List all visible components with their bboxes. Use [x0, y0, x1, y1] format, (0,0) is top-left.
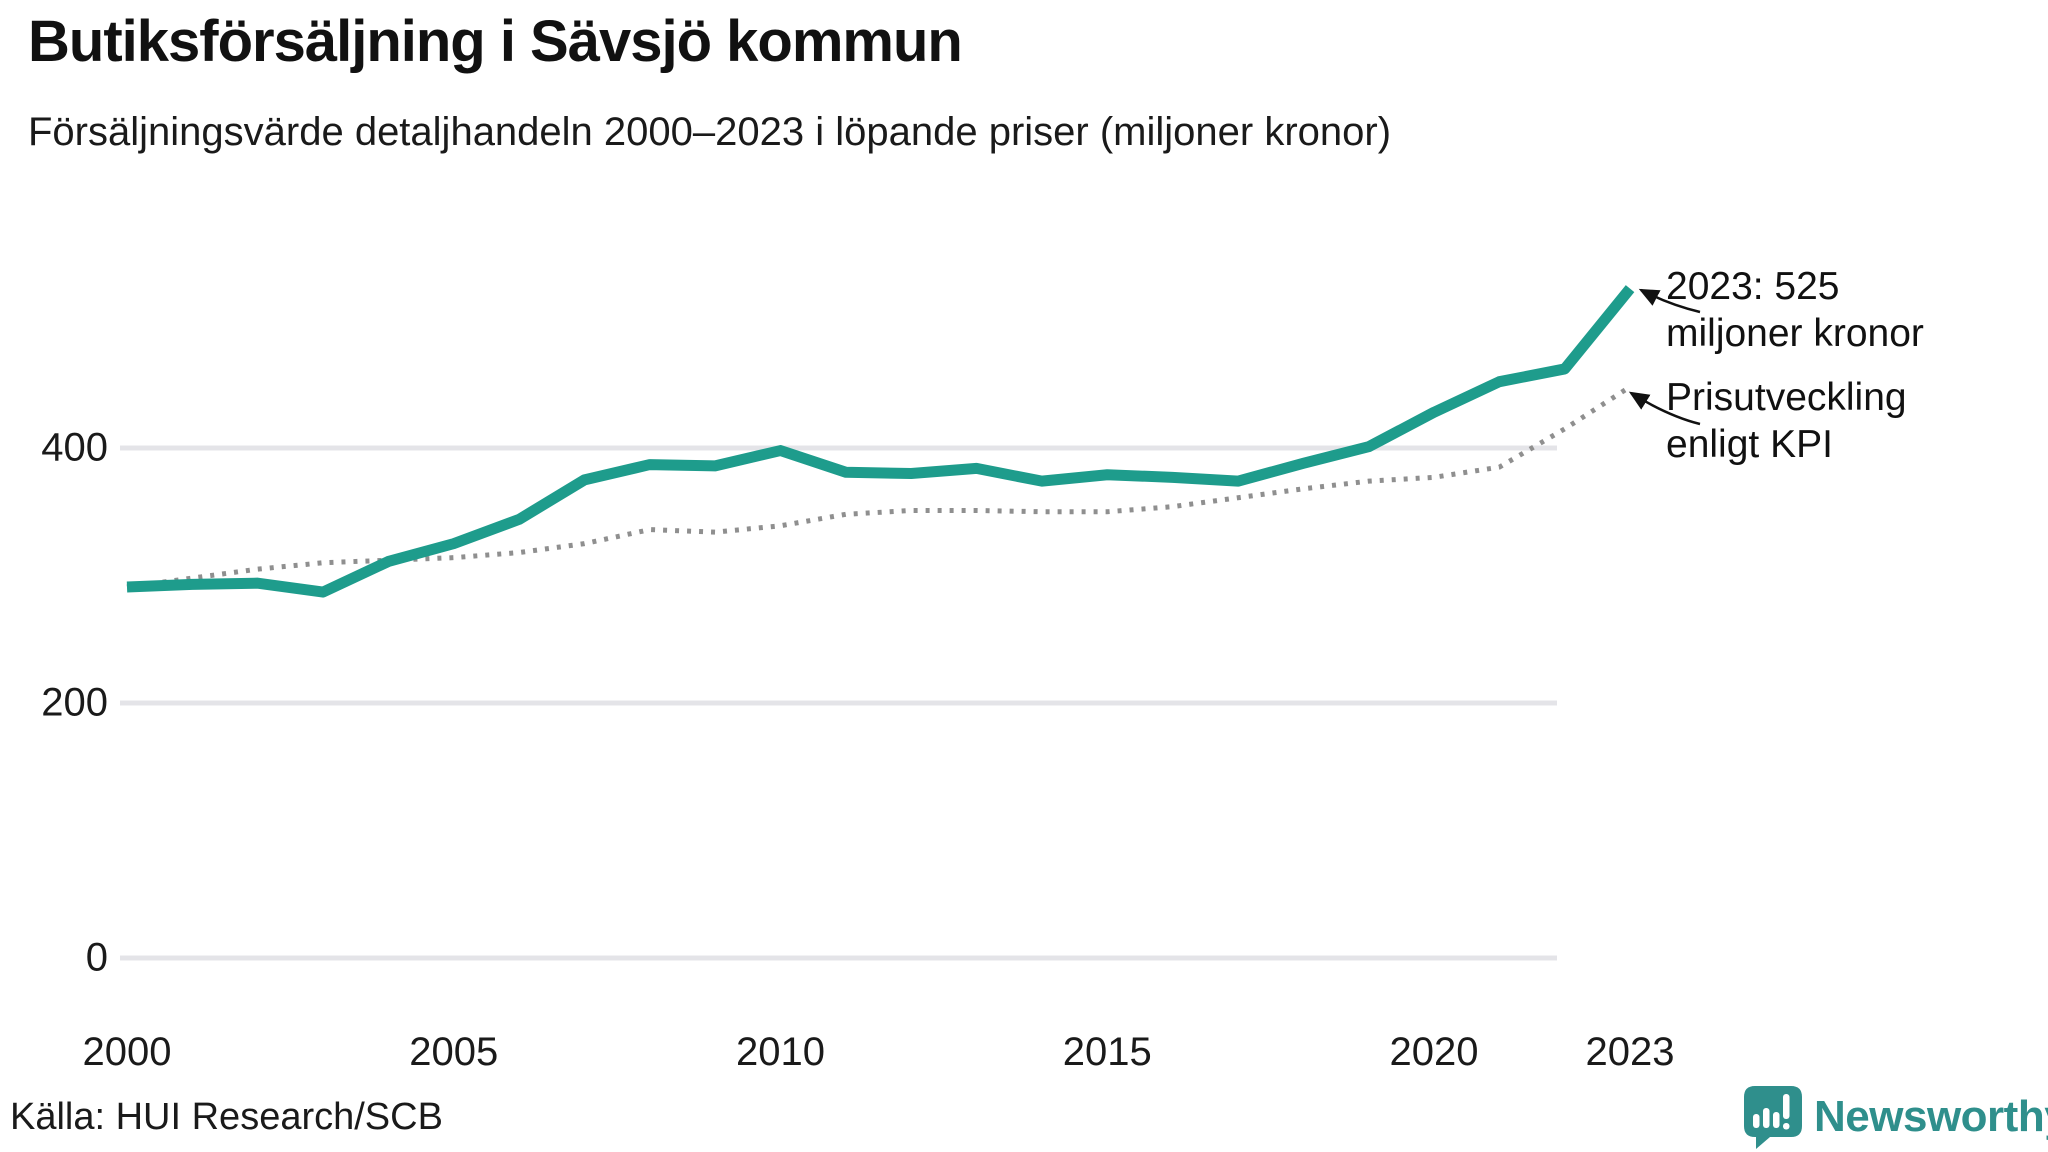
annotation-kpi-line1: Prisutveckling: [1666, 376, 1907, 419]
x-axis-tick-2005: 2005: [409, 1030, 499, 1074]
source-note: Källa: HUI Research/SCB: [10, 1096, 443, 1138]
x-axis-tick-2023: 2023: [1585, 1030, 1675, 1074]
annotation-arrow-kpi: [1628, 391, 1701, 426]
x-axis-tick-2020: 2020: [1389, 1030, 1479, 1074]
x-axis-tick-2010: 2010: [736, 1030, 825, 1074]
y-axis-tick-0: 0: [85, 935, 108, 980]
annotation-kpi-label: Prisutveckling enligt KPI: [1666, 374, 1907, 468]
newsworthy-logo-text: Newsworthy: [1814, 1092, 2048, 1141]
sales-line: [126, 285, 1635, 598]
kpi-dotted-line: [126, 384, 1632, 590]
y-axis-tick-400: 400: [41, 425, 108, 470]
annotation-latest-line1: 2023: 525: [1666, 265, 1840, 308]
annotation-latest-line2: miljoner kronor: [1666, 312, 1924, 355]
annotation-arrow-latest: [1638, 288, 1701, 314]
newsworthy-speech-bubble-icon: [1744, 1086, 1802, 1149]
annotation-latest-value: 2023: 525 miljoner kronor: [1666, 263, 1924, 357]
chart-subtitle: Försäljningsvärde detaljhandeln 2000–202…: [28, 110, 1392, 154]
y-axis-tick-200: 200: [41, 680, 108, 725]
newsworthy-logo[interactable]: Newsworthy: [1742, 1084, 2048, 1150]
x-axis-tick-2000: 2000: [82, 1030, 172, 1074]
page-title: Butiksförsäljning i Sävsjö kommun: [28, 9, 963, 74]
x-axis-tick-2015: 2015: [1062, 1030, 1152, 1074]
horizontal-gridlines: [120, 445, 1557, 961]
annotation-kpi-line2: enligt KPI: [1666, 423, 1833, 466]
